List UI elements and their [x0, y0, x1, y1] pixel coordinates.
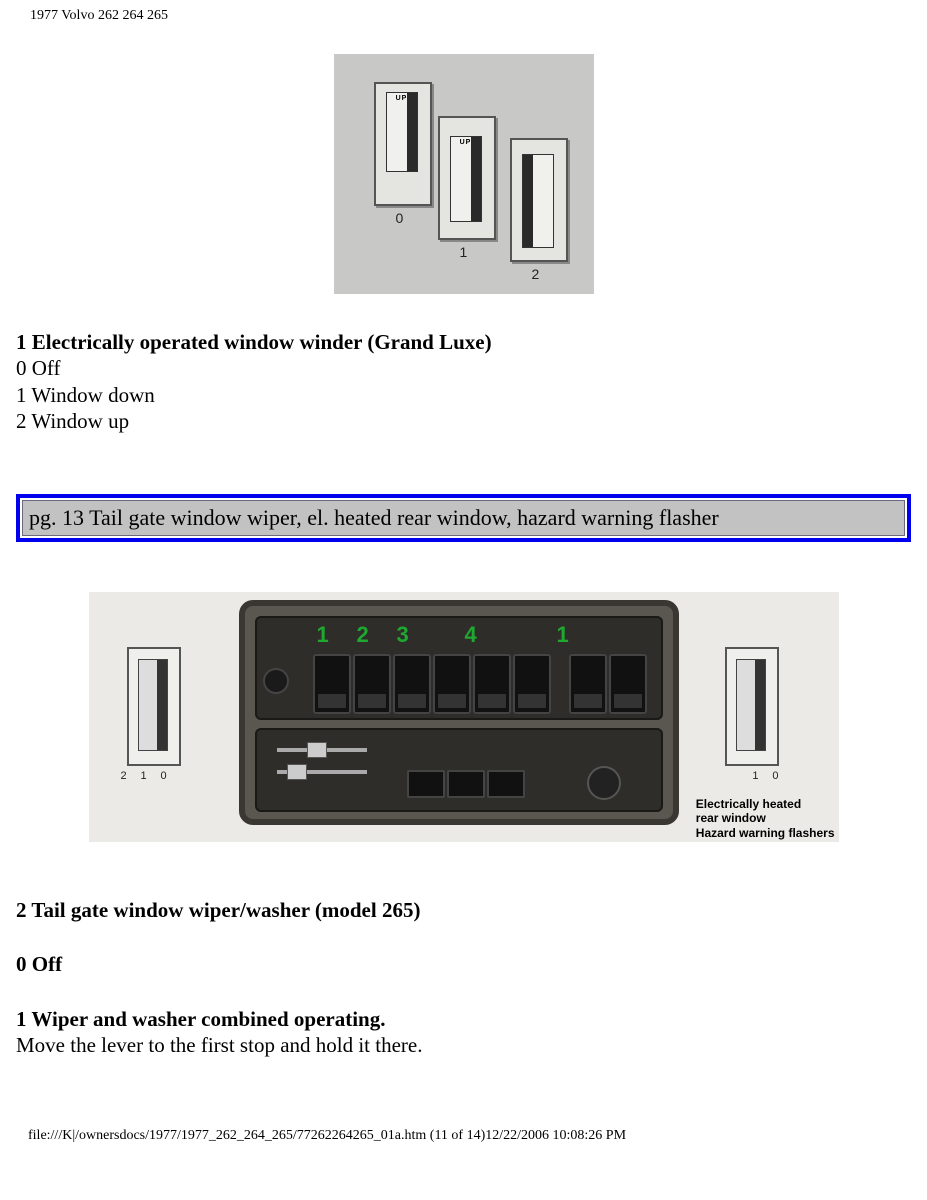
callout-number: 2	[357, 622, 369, 648]
section-2: 2 Tail gate window wiper/washer (model 2…	[0, 897, 927, 1058]
rocker-button-icon	[353, 654, 391, 714]
switch-number: 0	[772, 770, 778, 782]
rocker-icon: UP	[450, 136, 482, 222]
callout-number: 4	[465, 622, 477, 648]
dashboard-lower-row	[255, 728, 663, 812]
caption-line: Electrically heated	[696, 797, 835, 811]
section-1-line-2: 2 Window up	[16, 408, 911, 434]
rocker-button-icon	[513, 654, 551, 714]
switch-number: 2	[121, 770, 127, 782]
slider-2	[277, 770, 367, 774]
page-banner: pg. 13 Tail gate window wiper, el. heate…	[16, 494, 911, 542]
section-1: 1 Electrically operated window winder (G…	[0, 329, 927, 434]
figure-1-wrap: UP 0 UP 1 2	[0, 54, 927, 299]
switch-number: 2	[532, 266, 540, 282]
rocker-button-icon	[473, 654, 511, 714]
section-2-heading-1: 2 Tail gate window wiper/washer (model 2…	[16, 897, 911, 923]
switch-plate: UP	[374, 82, 432, 206]
dial-icon	[587, 766, 621, 800]
push-button-icon	[447, 770, 485, 798]
figure-2-left-switch	[127, 647, 181, 766]
up-label: UP	[387, 95, 417, 102]
rocker-icon	[522, 154, 554, 248]
section-2-heading-3: 1 Wiper and washer combined operating.	[16, 1006, 911, 1032]
figure-2-wrap: 1 2 3 4 1 Electrically heatedrear windowHaza…	[0, 592, 927, 847]
section-2-line: Move the lever to the first stop and hol…	[16, 1032, 911, 1058]
page-banner-text: pg. 13 Tail gate window wiper, el. heate…	[22, 500, 905, 536]
rocker-button-icon	[313, 654, 351, 714]
rocker-button-icon	[433, 654, 471, 714]
figure-2-right-switch	[725, 647, 779, 766]
callout-number: 1	[557, 622, 569, 648]
section-1-heading: 1 Electrically operated window winder (G…	[16, 329, 911, 355]
callout-number: 3	[397, 622, 409, 648]
slider-1	[277, 748, 367, 752]
switch-number: 1	[141, 770, 147, 782]
figure-2-caption: Electrically heatedrear windowHazard war…	[696, 797, 835, 840]
switch-number: 0	[161, 770, 167, 782]
push-button-icon	[487, 770, 525, 798]
caption-line: rear window	[696, 811, 835, 825]
rocker-button-icon	[393, 654, 431, 714]
dashboard-upper-row: 1 2 3 4 1	[255, 616, 663, 720]
switch-number: 1	[752, 770, 758, 782]
switch-number: 0	[396, 210, 404, 226]
section-1-line-0: 0 Off	[16, 355, 911, 381]
rocker-button-icon	[609, 654, 647, 714]
switch-plate	[510, 138, 568, 262]
switch-plate: UP	[438, 116, 496, 240]
push-button-icon	[407, 770, 445, 798]
figure-2: 1 2 3 4 1 Electrically heatedrear windowHaza…	[89, 592, 839, 842]
caption-line: Hazard warning flashers	[696, 826, 835, 840]
rocker-icon: UP	[386, 92, 418, 172]
dashboard-knob-icon	[263, 668, 289, 694]
page-header: 1977 Volvo 262 264 265	[0, 0, 927, 24]
switch-number: 1	[460, 244, 468, 260]
page-footer: file:///K|/ownersdocs/1977/1977_262_264_…	[0, 1058, 927, 1164]
figure-1: UP 0 UP 1 2	[334, 54, 594, 294]
rocker-button-icon	[569, 654, 607, 714]
section-1-line-1: 1 Window down	[16, 382, 911, 408]
section-2-heading-2: 0 Off	[16, 951, 911, 977]
callout-number: 1	[317, 622, 329, 648]
dashboard-panel: 1 2 3 4 1	[239, 600, 679, 825]
up-label: UP	[451, 139, 481, 146]
